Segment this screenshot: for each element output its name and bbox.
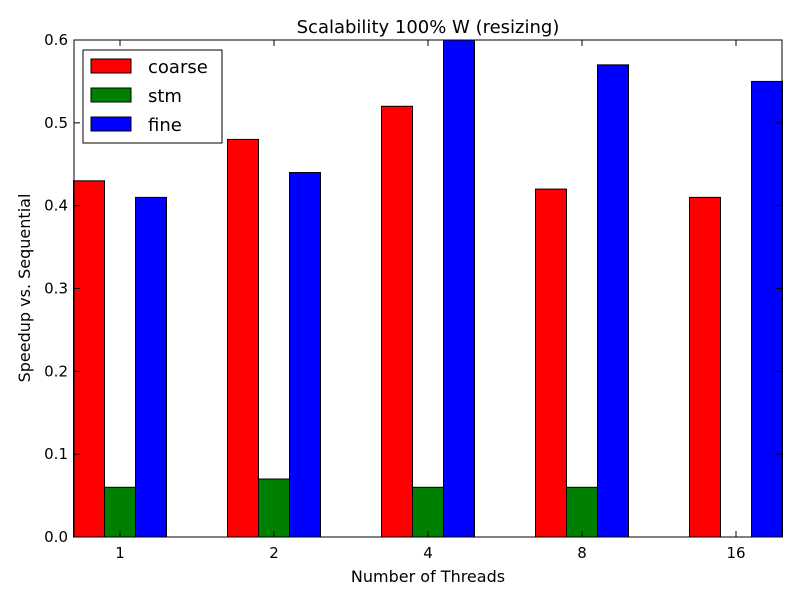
y-tick-label: 0.0 [44,528,68,546]
legend-swatch-coarse [90,58,132,74]
bar-stm-8 [566,486,598,538]
y-axis: 0.0 0.1 0.2 0.3 0.4 0.5 0.6 [44,31,782,546]
bar-fine-8 [597,64,629,538]
bar-stm-4 [412,486,444,538]
x-tick-label: 8 [577,544,587,562]
legend-swatch-fine [90,116,132,132]
bar-coarse-4 [381,105,413,538]
bar-fine-2 [289,172,321,538]
bar-fine-4 [443,39,475,538]
bars-group [73,39,783,538]
x-tick-label: 4 [423,544,433,562]
y-tick-label: 0.6 [44,31,68,49]
y-axis-label: Speedup vs. Sequential [15,194,34,383]
x-axis-label: Number of Threads [351,567,505,586]
x-tick-label: 1 [115,544,125,562]
y-tick-label: 0.1 [44,445,68,463]
legend-label-coarse: coarse [148,57,208,78]
y-tick-label: 0.3 [44,280,68,298]
x-tick-label: 2 [269,544,279,562]
bar-coarse-2 [227,138,259,538]
bar-coarse-8 [535,188,567,538]
bar-stm-1 [104,486,136,538]
bar-stm-2 [258,478,290,538]
x-tick-label: 16 [726,544,745,562]
y-tick-label: 0.5 [44,114,68,132]
bar-fine-16 [751,80,783,538]
legend-swatch-stm [90,87,132,103]
x-axis: 1 2 4 8 16 [115,40,746,562]
bar-fine-1 [135,196,167,538]
bar-coarse-16 [689,196,721,538]
legend: coarse stm fine [82,49,223,144]
y-tick-label: 0.4 [44,197,68,215]
y-tick-label: 0.2 [44,362,68,380]
chart-title: Scalability 100% W (resizing) [297,17,560,38]
bar-coarse-1 [73,180,105,538]
legend-label-stm: stm [148,86,182,107]
legend-label-fine: fine [148,115,182,136]
